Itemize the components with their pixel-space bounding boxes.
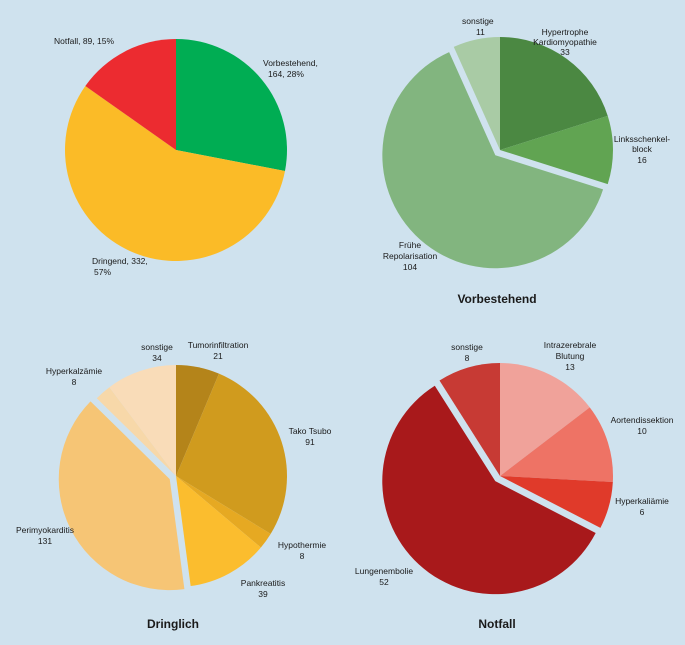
label-tumor-line2: 21: [213, 351, 223, 361]
pie-slice-hypothermie: [176, 476, 271, 548]
label-ich-line1: Intrazerebrale: [544, 340, 597, 350]
label-pankreatitis-line1: Pankreatitis: [241, 578, 285, 588]
pie-slice-sonstige: [453, 37, 500, 150]
pie-vorbestehend: sonstige 11 Hypertrophe Kardiomyopathie …: [382, 16, 670, 306]
label-tako-line2: 91: [305, 437, 315, 447]
label-repol-line1: Frühe: [399, 240, 421, 250]
pie-slice-hypertrophe: [500, 37, 608, 150]
label-hcm-line2: Kardiomyopathie: [533, 37, 597, 47]
pie-slice-fruehe: [382, 52, 604, 269]
pie-slice-tako-tsubo: [176, 373, 288, 534]
label-perimyokarditis-line1: Perimyokarditis: [16, 525, 74, 535]
chart-title-dringlich: Dringlich: [147, 617, 199, 631]
label-ich-line3: 13: [565, 362, 575, 372]
label-lungenembolie-line1: Lungenembolie: [355, 566, 413, 576]
label-sonstige-line1: sonstige: [451, 342, 483, 352]
label-dringend-line1: Dringend, 332,: [92, 256, 148, 266]
pie-slice-hyperkalzaemie: [96, 387, 176, 476]
label-lungenembolie-line2: 52: [379, 577, 389, 587]
pie-slice-tumorinfiltration: [176, 365, 219, 476]
label-hypothermie-line1: Hypothermie: [278, 540, 326, 550]
pie-slice-pankreatitis: [176, 476, 261, 587]
label-lsb-line3: 16: [637, 155, 647, 165]
label-sonstige-line1: sonstige: [141, 342, 173, 352]
pie-slice-sonstige: [439, 363, 500, 476]
label-vorbestehend-line1: Vorbestehend,: [263, 58, 318, 68]
label-repol-line3: 104: [403, 262, 417, 272]
label-vorbestehend-line2: 164, 28%: [268, 69, 304, 79]
pie-slice-vorbestehend: [176, 39, 287, 172]
label-hypothermie-line2: 8: [300, 551, 305, 561]
pie-slice-sonstige: [109, 364, 176, 476]
label-notfall: Notfall, 89, 15%: [54, 36, 114, 46]
pie-overall: Notfall, 89, 15% Vorbestehend, 164, 28% …: [54, 36, 318, 277]
label-lsb-line1: Linksschenkel-: [614, 134, 670, 144]
chart-title-notfall: Notfall: [478, 617, 515, 631]
label-hyperkaliaemie-line1: Hyperkaliämie: [615, 496, 669, 506]
label-hyperkalzaemie-line2: 8: [72, 377, 77, 387]
label-aorten-line2: 10: [637, 426, 647, 436]
pie-slice-notfall-89-15: [85, 39, 176, 150]
label-aorten-line1: Aortendissektion: [611, 415, 674, 425]
label-hyperkaliaemie-line2: 6: [640, 507, 645, 517]
pie-slice-perimyokarditis: [58, 401, 185, 591]
pie-slice-aortendissektion: [500, 407, 613, 482]
label-pankreatitis-line2: 39: [258, 589, 268, 599]
pie-slice-dringend-332: [65, 85, 285, 261]
label-sonstige-line1: sonstige: [462, 16, 494, 26]
pie-slice-linksschenkel: [500, 115, 613, 185]
label-hyperkalzaemie-line1: Hyperkalzämie: [46, 366, 102, 376]
pie-slice-intrazerebrale: [500, 363, 590, 476]
label-sonstige-line2: 11: [476, 27, 485, 37]
label-hcm-line1: Hypertrophe: [542, 27, 589, 37]
pie-slice-lungenembolie: [382, 385, 596, 595]
label-hcm-line3: 33: [560, 47, 570, 57]
chart-title-vorbestehend: Vorbestehend: [457, 292, 536, 306]
label-sonstige-line2: 34: [152, 353, 162, 363]
label-tako-line1: Tako Tsubo: [289, 426, 332, 436]
label-repol-line2: Repolarisation: [383, 251, 438, 261]
label-sonstige-line2: 8: [465, 353, 470, 363]
label-ich-line2: Blutung: [556, 351, 585, 361]
pie-dringlich: Tumorinfiltration 21 sonstige 34 Hyperka…: [16, 340, 332, 631]
pie-notfall: sonstige 8 Intrazerebrale Blutung 13 Aor…: [355, 340, 674, 631]
pie-slice-hyperkaliaemie: [500, 476, 613, 528]
label-dringend-line2: 57%: [94, 267, 111, 277]
label-perimyokarditis-line2: 131: [38, 536, 52, 546]
label-lsb-line2: block: [632, 144, 653, 154]
label-tumor-line1: Tumorinfiltration: [188, 340, 249, 350]
